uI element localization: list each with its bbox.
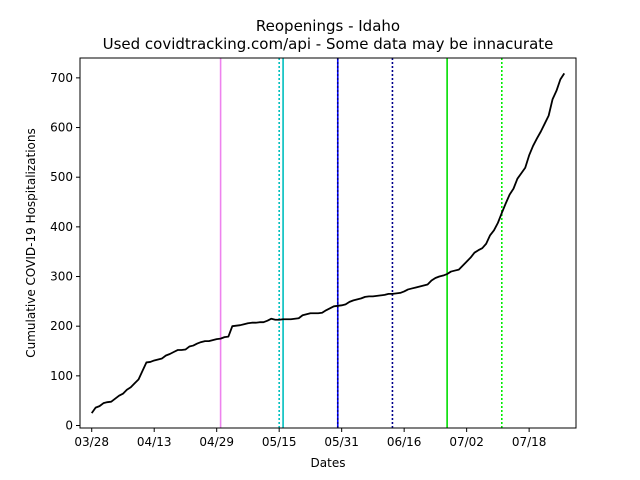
y-tick-label: 100: [50, 369, 73, 383]
y-tick-label: 0: [65, 419, 73, 433]
series-line-1: [90, 72, 566, 414]
y-tick-label: 400: [50, 220, 73, 234]
x-tick-label: 04/13: [137, 435, 172, 449]
x-tick-label: 04/29: [199, 435, 234, 449]
chart-subtitle: Used covidtracking.com/api - Some data m…: [103, 35, 554, 53]
x-tick-label: 05/31: [324, 435, 359, 449]
x-tick-label: 07/02: [449, 435, 484, 449]
y-tick-label: 300: [50, 270, 73, 284]
x-tick-label: 07/18: [512, 435, 547, 449]
plot-frame: [79, 57, 577, 429]
x-tick-label: 05/15: [262, 435, 297, 449]
chart-title: Reopenings - Idaho: [256, 17, 400, 35]
y-axis: 0 100 200 300 400 500 600 700: [50, 71, 80, 433]
y-axis-label: Cumulative COVID-19 Hospitalizations: [24, 128, 38, 358]
reopening-markers: [219, 58, 503, 428]
x-axis: 03/28 04/13 04/29 05/15 05/31 06/16 07/02 07/18: [74, 428, 546, 449]
y-tick-label: 700: [50, 71, 73, 85]
y-tick-label: 200: [50, 319, 73, 333]
x-tick-label: 03/28: [74, 435, 109, 449]
y-tick-label: 600: [50, 121, 73, 135]
x-tick-label: 06/16: [387, 435, 422, 449]
y-tick-label: 500: [50, 170, 73, 184]
series-group: [90, 72, 566, 414]
x-axis-label: Dates: [311, 456, 346, 470]
